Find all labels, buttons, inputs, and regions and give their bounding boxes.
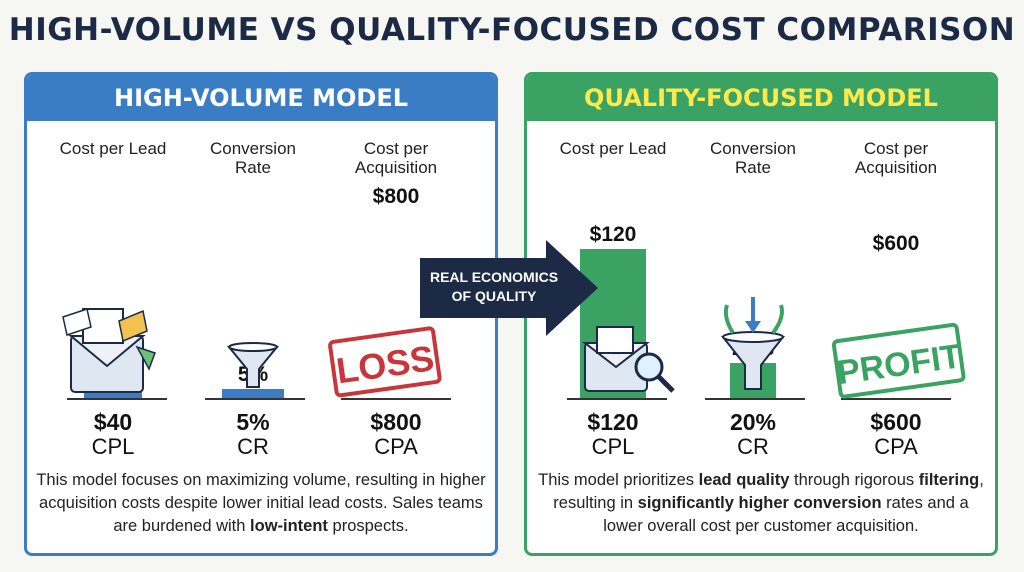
category-label: Cost per (364, 139, 429, 158)
category-label: Acquisition (855, 158, 937, 177)
category-label: Conversion (210, 139, 296, 158)
quality-focused-panel: QUALITY-FOCUSED MODEL Cost per Lead $120 $… (524, 72, 998, 556)
category-label: Rate (735, 158, 771, 177)
high-volume-panel: HIGH-VOLUME MODEL Cost per Lead$40$40CPL… (24, 72, 498, 556)
category-label: Acquisition (355, 158, 437, 177)
high-volume-panel-title: HIGH-VOLUME MODEL (27, 75, 495, 121)
category-label: Cost per Lead (60, 139, 167, 158)
quality-focused-chart: Cost per Lead$120$120CPLConversionRate20… (560, 139, 966, 459)
category-label: Cost per (864, 139, 929, 158)
page-title: HIGH-VOLUME VS QUALITY-FOCUSED COST COMP… (8, 12, 1016, 48)
data-label: $120 (590, 223, 637, 246)
desc-bold: low-intent (250, 517, 328, 535)
data-label: $800 (373, 185, 420, 208)
arrow-shape (420, 240, 598, 336)
metric-abbrev-label: CPL (592, 434, 635, 459)
bottom-value-label: $600 (870, 409, 921, 435)
bottom-value-label: $40 (94, 409, 132, 435)
desc-bold: lead quality (698, 471, 790, 489)
desc-text: prospects. (327, 517, 409, 535)
real-economics-arrow: REAL ECONOMICS OF QUALITY (420, 240, 598, 336)
filter-funnel-icon (720, 297, 786, 390)
bottom-value-label: $800 (370, 409, 421, 435)
envelope-magnifier-icon (582, 326, 675, 393)
data-label: $600 (873, 232, 920, 255)
arrow-label-line1: REAL ECONOMICS (430, 269, 558, 285)
bar (222, 389, 284, 399)
desc-text: This model prioritizes (538, 471, 699, 489)
desc-bold: significantly higher conversion (637, 494, 882, 512)
loss-stamp: LOSS (328, 326, 442, 398)
desc-bold: filtering (918, 471, 980, 489)
desc-text: , resulting in (553, 471, 984, 512)
metric-abbrev-label: CPA (874, 434, 918, 459)
profit-stamp: PROFIT (831, 322, 966, 399)
high-volume-chart: Cost per Lead$40$40CPLConversionRate5%5%… (60, 139, 451, 459)
desc-text: through rigorous (789, 471, 919, 489)
desc-text: This model focuses on maximizing volume,… (36, 471, 486, 535)
bottom-value-label: 20% (730, 409, 776, 435)
category-label: Conversion (710, 139, 796, 158)
envelope-overflow-icon (62, 308, 156, 393)
metric-abbrev-label: CR (237, 434, 269, 459)
funnel-icon (226, 342, 280, 388)
high-volume-description: This model focuses on maximizing volume,… (33, 469, 489, 538)
metric-abbrev-label: CPL (92, 434, 135, 459)
metric-abbrev-label: CPA (374, 434, 418, 459)
category-label: Rate (235, 158, 271, 177)
metric-abbrev-label: CR (737, 434, 769, 459)
quality-focused-panel-title: QUALITY-FOCUSED MODEL (527, 75, 995, 121)
arrow-label-line2: OF QUALITY (452, 288, 537, 304)
desc-text: rates and a lower overall cost per custo… (603, 494, 969, 535)
quality-focused-description: This model prioritizes lead quality thro… (533, 469, 989, 538)
category-label: Cost per Lead (560, 139, 667, 158)
bottom-value-label: 5% (236, 409, 269, 435)
bottom-value-label: $120 (587, 409, 638, 435)
